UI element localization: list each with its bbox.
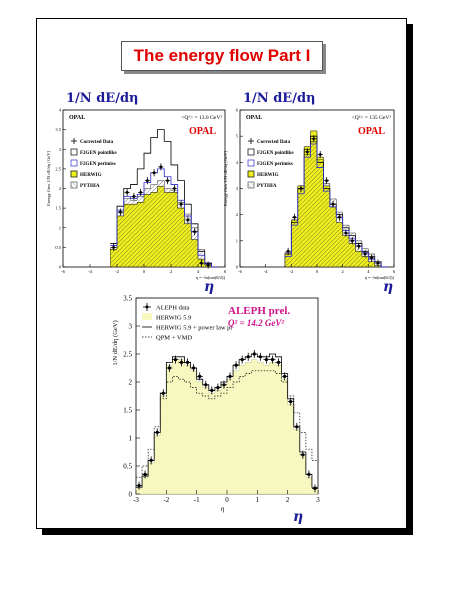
title-box: The energy flow Part I	[121, 41, 323, 71]
slide-title: The energy flow Part I	[133, 46, 311, 65]
formula-left: 1/N dE/dη	[66, 91, 139, 106]
eta-label-right: η	[383, 279, 394, 295]
eta-label-left: η	[204, 279, 215, 295]
eta-label-bottom: η	[293, 509, 304, 525]
formula-right: 1/N dE/dη	[243, 91, 316, 106]
